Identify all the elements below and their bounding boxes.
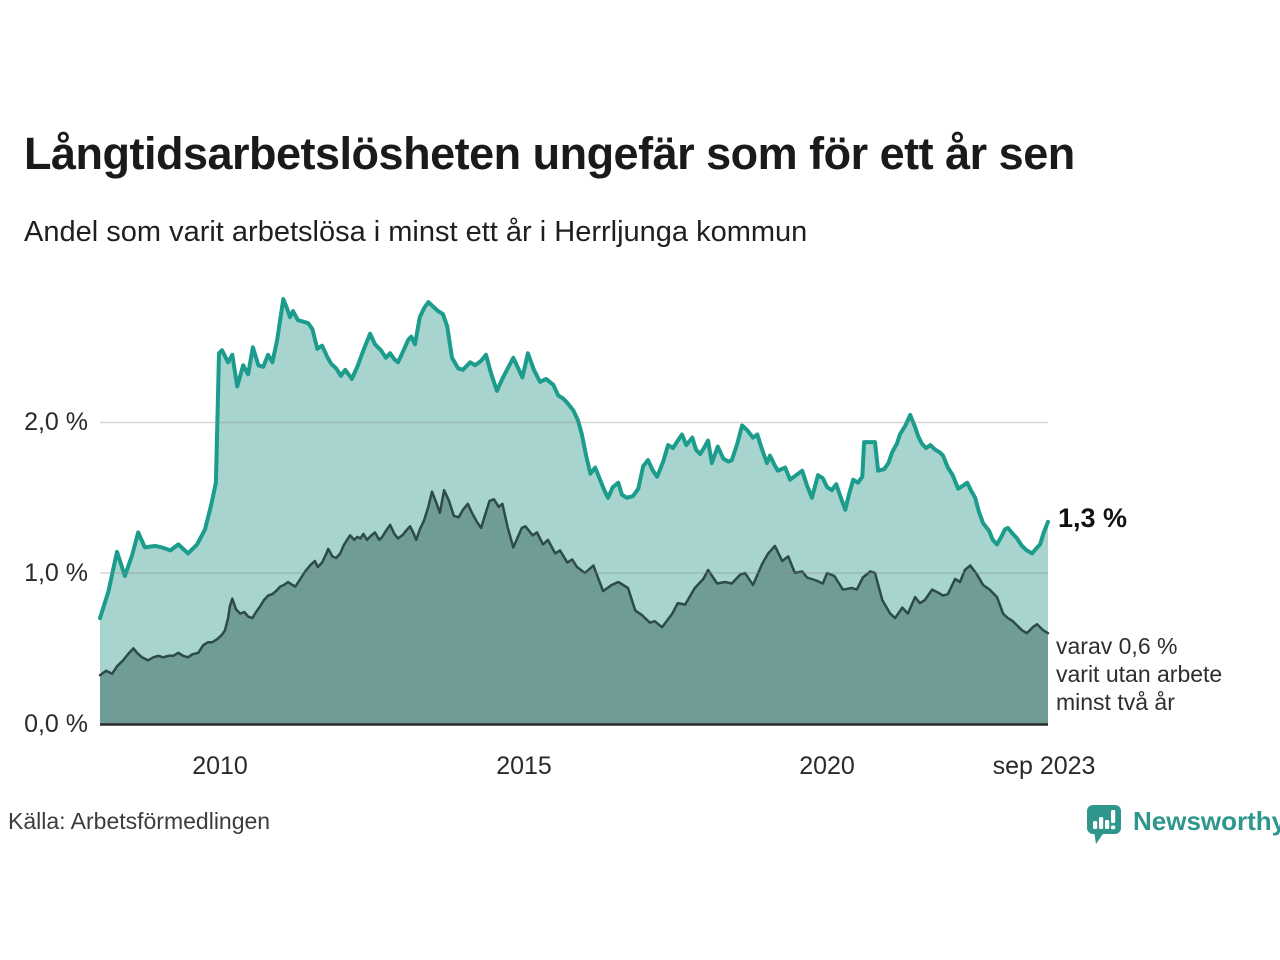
newsworthy-brand-name: Newsworthy — [1133, 806, 1280, 836]
x-tick-label-2020: 2020 — [799, 752, 855, 780]
page-title: Långtidsarbetslösheten ungefär som för e… — [24, 128, 1075, 179]
y-tick-label-2: 2,0 % — [24, 408, 88, 436]
x-tick-label-2015: 2015 — [496, 752, 552, 780]
newsworthy-brand: Newsworthy — [1086, 804, 1280, 851]
x-tick-label-2010: 2010 — [192, 752, 248, 780]
latest-value-label: 1,3 % — [1058, 503, 1128, 533]
note-line-3: minst två år — [1056, 689, 1175, 715]
y-tick-label-0: 0,0 % — [24, 710, 88, 738]
area-fill-series-1 — [100, 490, 1048, 724]
x-tick-label-sep-2023: sep 2023 — [992, 752, 1096, 780]
note-line-1: varav 0,6 % — [1056, 633, 1178, 659]
note-line-2: varit utan arbete — [1056, 661, 1223, 687]
newsworthy-logo-icon — [1086, 804, 1124, 851]
source-attribution: Källa: Arbetsförmedlingen — [8, 808, 271, 834]
area-line-series-1 — [98, 488, 1050, 677]
chart-subtitle: Andel som varit arbetslösa i minst ett å… — [24, 216, 808, 248]
y-tick-label-1: 1,0 % — [24, 559, 88, 587]
area-line-series-0 — [98, 297, 1050, 621]
secondary-series-note: varav 0,6 % varit utan arbete minst två … — [1056, 632, 1222, 716]
